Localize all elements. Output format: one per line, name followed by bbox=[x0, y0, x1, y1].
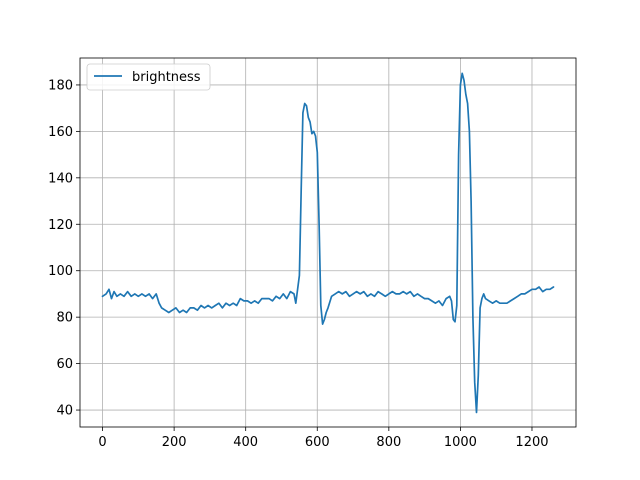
x-tick-label: 1200 bbox=[515, 435, 548, 450]
legend-label-brightness: brightness bbox=[132, 70, 201, 85]
series-layer bbox=[101, 72, 555, 414]
y-tick-label: 120 bbox=[48, 218, 73, 233]
plot-area-frame bbox=[79, 57, 577, 428]
y-tick-label: 40 bbox=[56, 404, 73, 419]
x-tick-label: 200 bbox=[162, 435, 187, 450]
series-line-brightness bbox=[101, 72, 555, 414]
y-tick-label: 80 bbox=[56, 311, 73, 326]
x-tick-label: 600 bbox=[305, 435, 330, 450]
legend-box bbox=[86, 63, 211, 91]
x-tick-label: 1000 bbox=[444, 435, 477, 450]
y-tick-label: 160 bbox=[48, 125, 73, 140]
axes: 0 200 400 600 800 1000 1200 40 60 80 100 120 140 160 1… bbox=[48, 78, 548, 450]
y-tick-label: 100 bbox=[48, 264, 73, 279]
y-tick-label: 180 bbox=[48, 78, 73, 93]
grid bbox=[80, 58, 576, 427]
x-tick-label: 400 bbox=[233, 435, 258, 450]
y-tick-label: 140 bbox=[48, 171, 73, 186]
x-tick-label: 800 bbox=[376, 435, 401, 450]
x-tick-label: 0 bbox=[98, 435, 106, 450]
legend: brightness bbox=[86, 63, 211, 91]
y-tick-label: 60 bbox=[56, 357, 73, 372]
